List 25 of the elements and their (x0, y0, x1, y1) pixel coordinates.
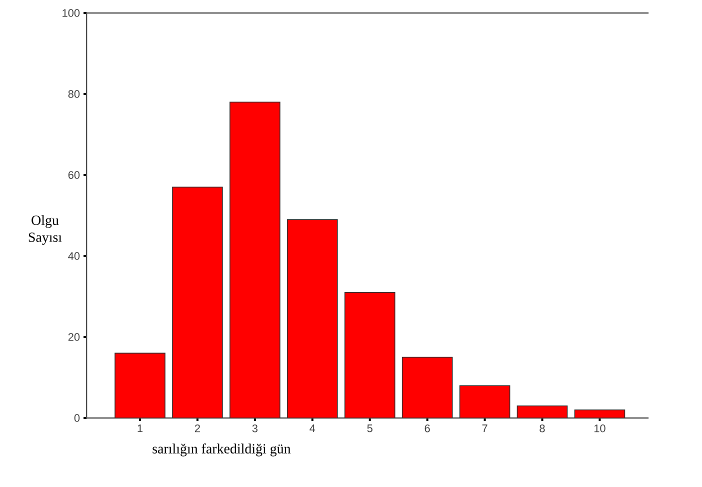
bar (230, 102, 280, 418)
y-tick-label: 20 (68, 333, 80, 341)
x-tick-label: 2 (194, 424, 200, 432)
bar (459, 385, 510, 418)
y-tick-label: 60 (68, 171, 80, 179)
bar (286, 219, 338, 418)
x-tick-label: 5 (367, 424, 372, 432)
x-tick-label: 6 (424, 424, 430, 432)
x-tick-label: 8 (540, 424, 545, 432)
y-tick-label: 40 (68, 252, 80, 260)
y-axis-title: Olgu Sayısı (28, 215, 62, 245)
bar (344, 292, 396, 418)
y-tick-label: 80 (68, 90, 80, 98)
bar (517, 406, 568, 418)
x-axis-title: sarılığın farkedildiği gün (152, 444, 291, 456)
x-tick-label: 7 (482, 424, 488, 432)
y-tick-label: 100 (62, 9, 80, 17)
x-tick-label: 4 (310, 424, 316, 432)
x-tick-label: 3 (252, 424, 258, 432)
x-tick-label: 10 (594, 424, 606, 432)
y-tick-label: 0 (74, 414, 80, 422)
bar (402, 356, 453, 418)
bar (114, 352, 166, 418)
bar (172, 186, 223, 418)
x-tick-label: 1 (138, 424, 143, 432)
